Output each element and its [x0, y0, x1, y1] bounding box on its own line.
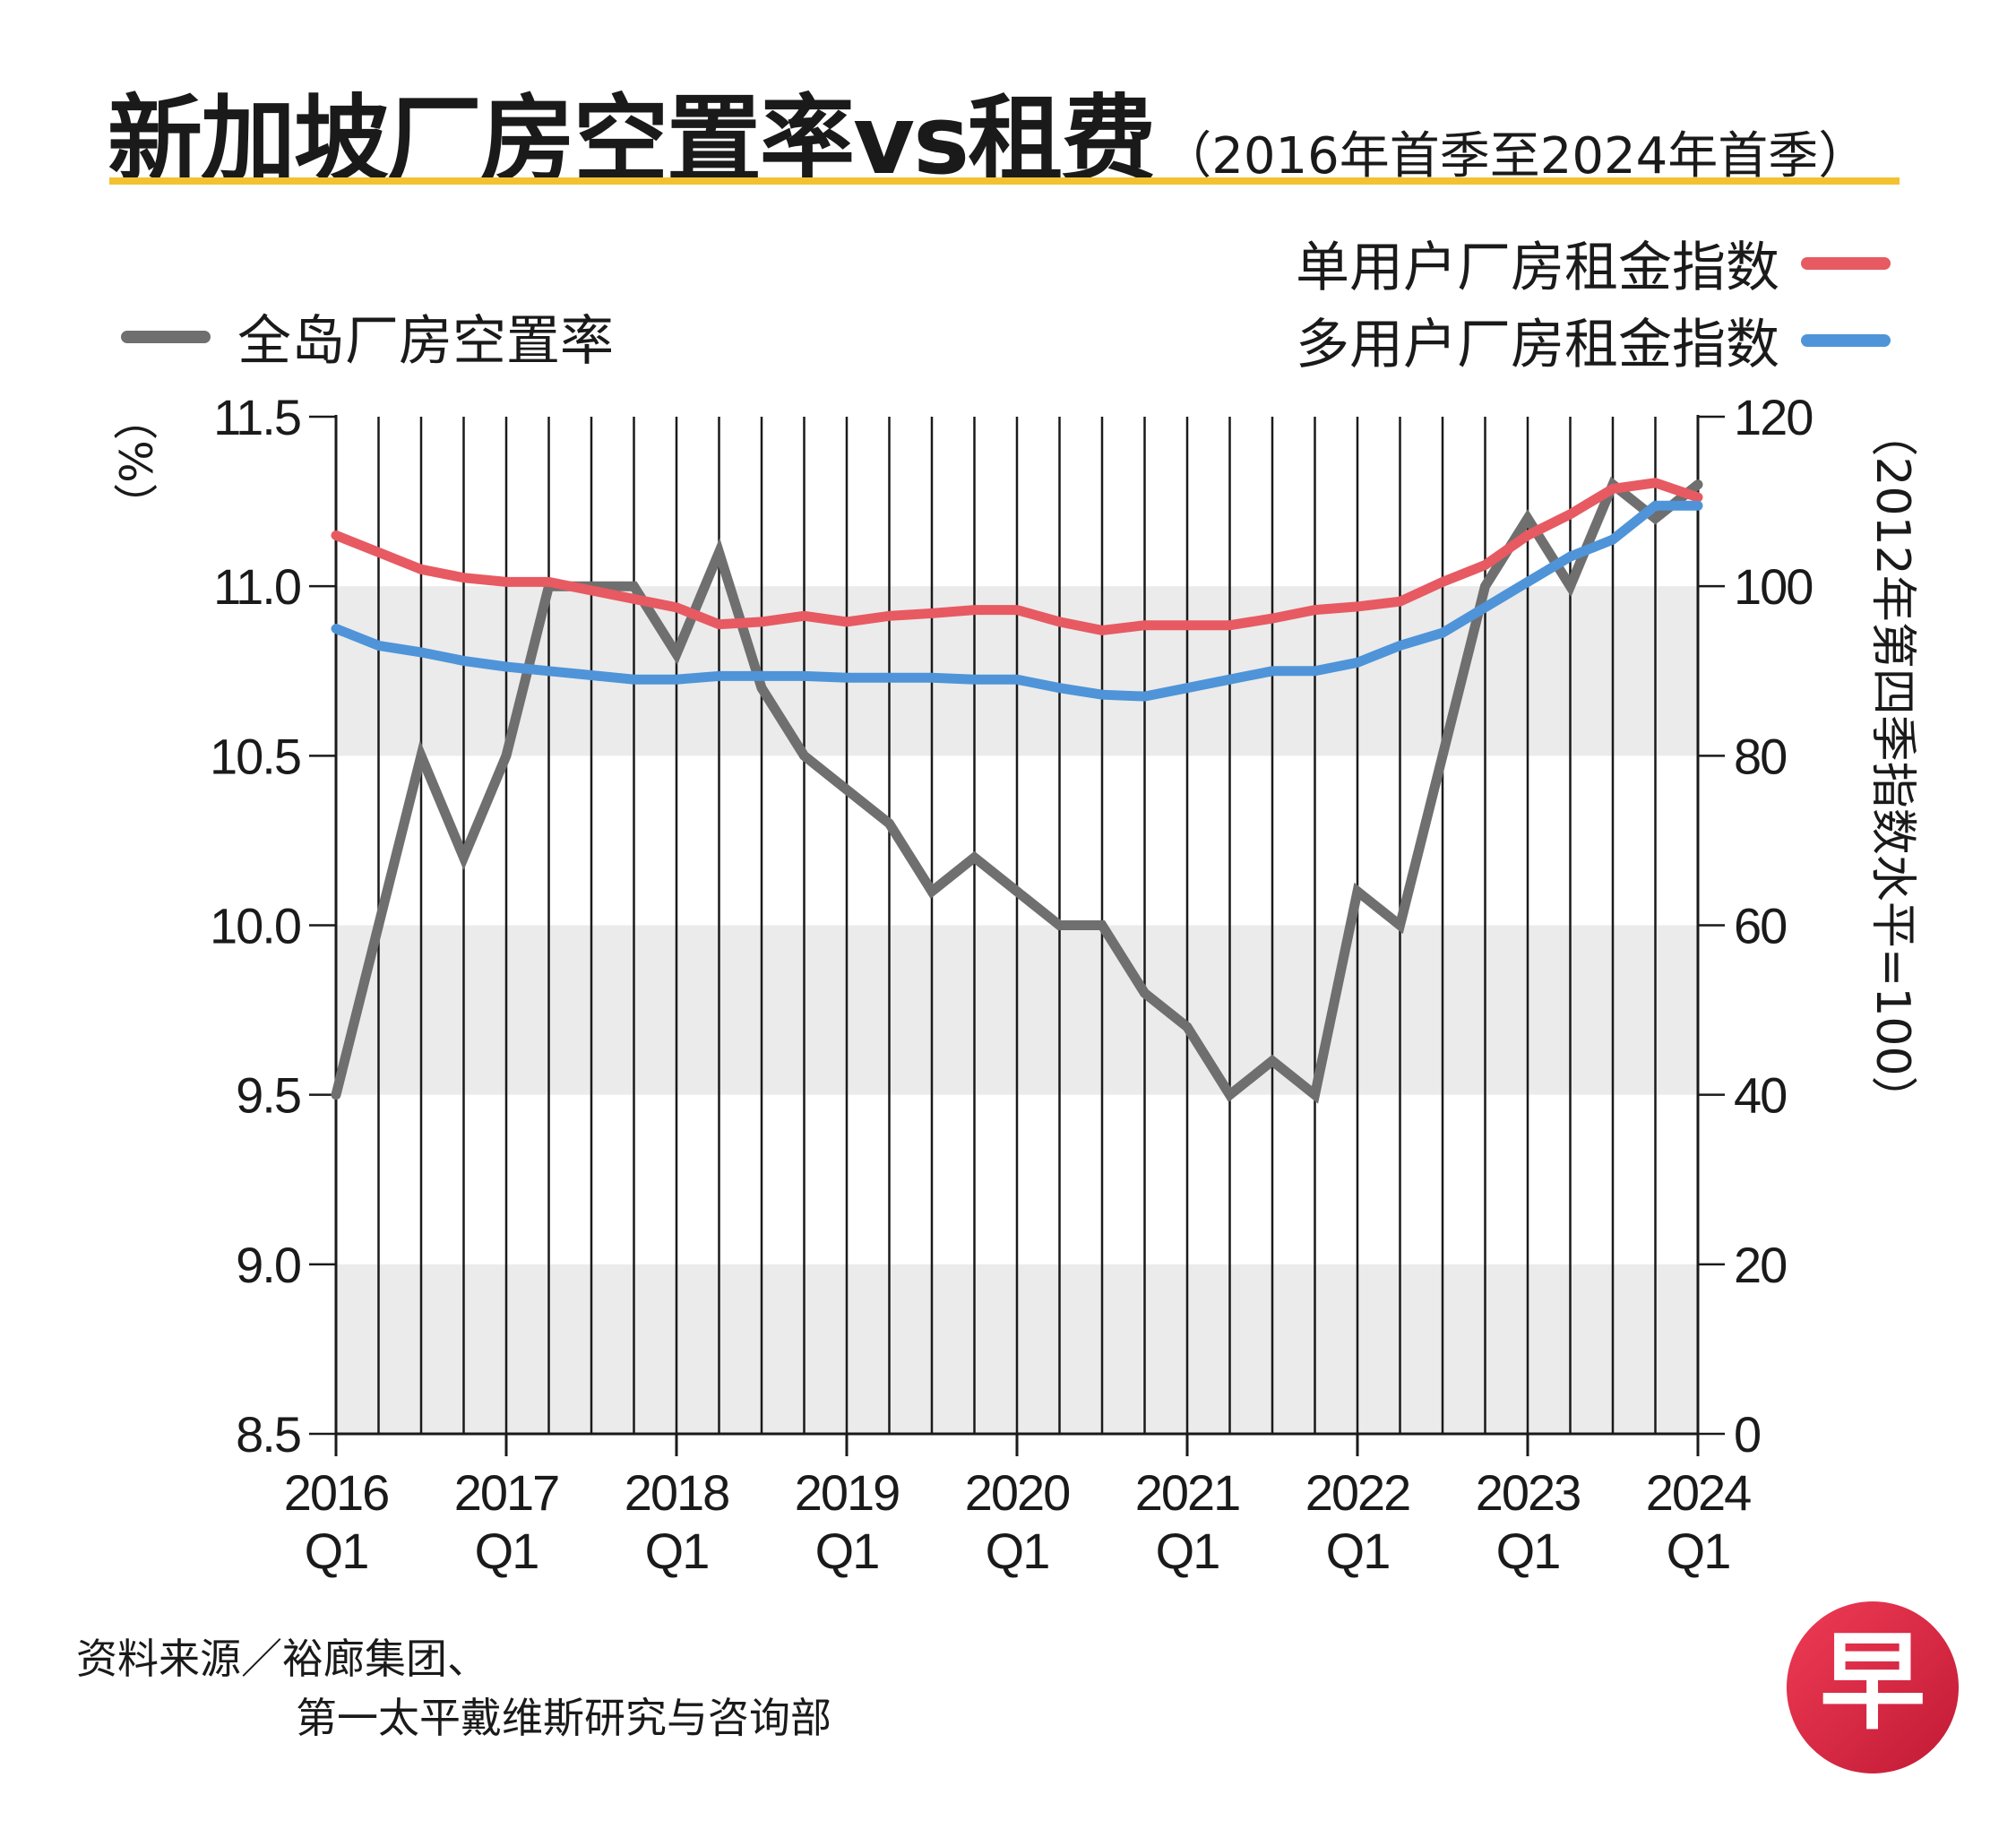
x-tick-year: 2022: [1305, 1464, 1410, 1521]
legend-single-user-label: 单用户厂房租金指数: [1296, 237, 1779, 299]
x-tick-quarter: Q1: [1326, 1523, 1390, 1579]
x-tick-year: 2018: [625, 1464, 729, 1521]
right-axis-ticks: 120 100 80 60 40 20 0: [1698, 389, 1814, 1463]
right-tick-label: 0: [1734, 1406, 1760, 1463]
x-tick-year: 2024: [1646, 1464, 1751, 1521]
zaobao-logo: 早: [1787, 1601, 1959, 1773]
left-tick-label: 11.5: [213, 389, 300, 445]
x-tick-quarter: Q1: [1496, 1523, 1560, 1579]
axis-titles: （%） （2012年第四季指数水平=100）: [111, 395, 1919, 1122]
x-tick-quarter: Q1: [986, 1523, 1049, 1579]
chart-title: 新加坡厂房空置率vs租费 （2016年首季至2024年首季）: [108, 63, 1868, 201]
source-note: 资料来源／裕廊集团、 第一太平戴维斯研究与咨询部: [76, 1629, 831, 1747]
left-axis-ticks: 11.5 11.0 10.5 10.0 9.5 9.0 8.5: [210, 389, 336, 1463]
series-single-user-line: [331, 478, 1703, 635]
left-tick-label: 11.0: [213, 558, 300, 615]
x-tick-quarter: Q1: [1667, 1523, 1730, 1579]
right-tick-label: 20: [1734, 1237, 1786, 1293]
title-subtitle: （2016年首季至2024年首季）: [1161, 127, 1869, 186]
x-tick-quarter: Q1: [305, 1523, 368, 1579]
x-tick-quarter: Q1: [815, 1523, 879, 1579]
left-tick-label: 9.5: [236, 1067, 300, 1124]
right-tick-label: 100: [1734, 558, 1812, 615]
x-tick-year: 2019: [795, 1464, 900, 1521]
right-tick-label: 120: [1734, 389, 1812, 445]
x-tick-year: 2021: [1135, 1464, 1240, 1521]
left-axis-title: （%）: [111, 395, 163, 528]
left-tick-label: 10.0: [210, 898, 300, 954]
source-line-2: 第一太平戴维斯研究与咨询部: [296, 1694, 831, 1742]
x-tick-quarter: Q1: [475, 1523, 538, 1579]
x-axis-ticks: 2016Q12017Q12018Q12019Q12020Q12021Q12022…: [284, 1434, 1753, 1579]
right-tick-label: 40: [1734, 1067, 1786, 1124]
legend-single-user: 单用户厂房租金指数: [1296, 224, 1891, 302]
legend-vacancy-swatch: [121, 330, 211, 343]
x-tick-year: 2016: [284, 1464, 389, 1521]
legend-multi-user: 多用户厂房租金指数: [1296, 301, 1891, 379]
series-multi-user-line: [331, 500, 1703, 702]
source-line-1: 资料来源／裕廊集团、: [76, 1635, 488, 1683]
left-tick-label: 8.5: [236, 1406, 300, 1463]
series-lines: [331, 476, 1703, 1104]
legend-single-user-swatch: [1801, 256, 1891, 270]
left-tick-label: 9.0: [236, 1237, 300, 1293]
logo-glyph: 早: [1820, 1620, 1926, 1744]
left-tick-label: 10.5: [210, 728, 300, 784]
right-tick-label: 80: [1734, 728, 1786, 784]
title-underline: [109, 177, 1900, 185]
right-tick-label: 60: [1734, 898, 1786, 954]
x-tick-year: 2017: [454, 1464, 559, 1521]
title-main: 新加坡厂房空置率vs租费: [108, 85, 1156, 195]
legend-vacancy-label: 全岛厂房空置率: [237, 310, 614, 373]
legend-multi-user-label: 多用户厂房租金指数: [1296, 314, 1779, 376]
x-tick-year: 2020: [965, 1464, 1070, 1521]
x-tick-quarter: Q1: [1156, 1523, 1219, 1579]
legend-multi-user-swatch: [1801, 333, 1891, 347]
legend-vacancy: 全岛厂房空置率: [121, 298, 614, 375]
x-tick-year: 2023: [1476, 1464, 1581, 1521]
x-tick-quarter: Q1: [645, 1523, 709, 1579]
logo-circle: [1787, 1601, 1959, 1773]
right-axis-title: （2012年第四季指数水平=100）: [1865, 410, 1919, 1122]
